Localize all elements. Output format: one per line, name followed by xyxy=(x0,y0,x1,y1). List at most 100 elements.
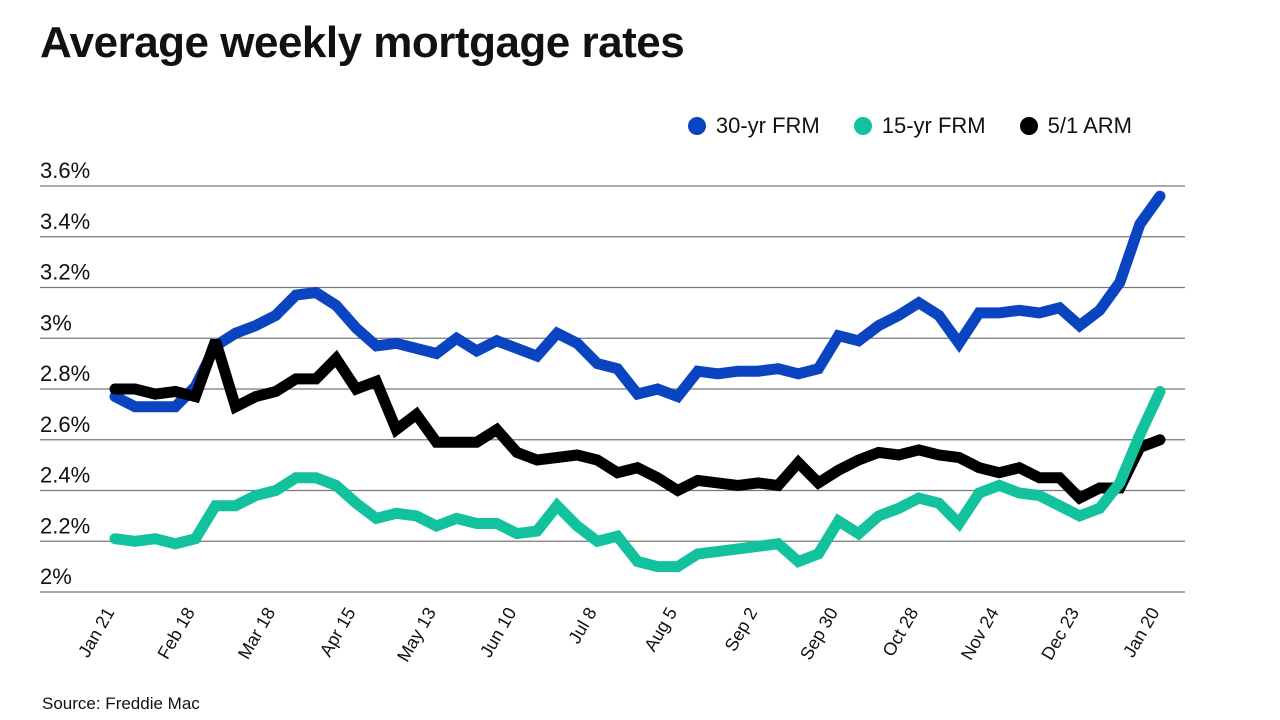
series-point-30yr-frm xyxy=(677,396,679,398)
x-tick-label: Dec 23 xyxy=(1037,604,1083,663)
series-point-5-1-arm xyxy=(556,457,558,459)
x-tick-label: Oct 28 xyxy=(878,604,922,660)
series-point-15yr-frm xyxy=(1119,482,1121,484)
series-point-30yr-frm xyxy=(858,340,860,342)
series-point-30yr-frm xyxy=(476,350,478,352)
series-point-15yr-frm xyxy=(918,497,920,499)
legend-marker-arm xyxy=(1019,117,1038,135)
series-point-30yr-frm xyxy=(1119,281,1121,283)
legend-item-15yr: 15-yr FRM xyxy=(853,113,986,139)
series-point-30yr-frm xyxy=(737,370,739,372)
series-point-30yr-frm xyxy=(134,406,136,408)
series-point-15yr-frm xyxy=(1038,495,1040,497)
series-point-30yr-frm xyxy=(436,352,438,354)
source-note: Source: Freddie Mac xyxy=(42,694,200,713)
series-point-5-1-arm xyxy=(315,378,317,380)
series-point-30yr-frm xyxy=(837,335,839,337)
y-tick-label: 2.6% xyxy=(40,412,90,437)
series-point-15yr-frm xyxy=(436,525,438,527)
x-tick-label: Mar 18 xyxy=(234,604,279,663)
series-point-15yr-frm xyxy=(556,505,558,507)
y-tick-label: 2.4% xyxy=(40,463,90,488)
y-tick-label: 2.8% xyxy=(40,361,90,386)
series-point-30yr-frm xyxy=(918,302,920,304)
series-point-15yr-frm xyxy=(898,507,900,509)
y-tick-label: 2.2% xyxy=(40,513,90,538)
series-point-30yr-frm xyxy=(456,337,458,339)
series-point-5-1-arm xyxy=(576,454,578,456)
series-point-5-1-arm xyxy=(134,388,136,390)
series-point-15yr-frm xyxy=(858,533,860,535)
series-point-5-1-arm xyxy=(174,391,176,393)
series-point-5-1-arm xyxy=(355,388,357,390)
series-point-30yr-frm xyxy=(637,393,638,395)
series-point-5-1-arm xyxy=(154,393,156,395)
series-point-30yr-frm xyxy=(395,342,397,344)
series-point-5-1-arm xyxy=(395,429,397,431)
series-point-30yr-frm xyxy=(1099,309,1101,311)
series-point-5-1-arm xyxy=(214,340,216,342)
series-point-15yr-frm xyxy=(235,505,237,507)
series-point-5-1-arm xyxy=(938,454,940,456)
series-point-15yr-frm xyxy=(616,535,618,537)
legend-label-arm: 5/1 ARM xyxy=(1047,113,1132,138)
series-point-15yr-frm xyxy=(536,530,538,532)
series-point-15yr-frm xyxy=(194,538,196,540)
series-point-30yr-frm xyxy=(817,368,819,370)
chart-title: Average weekly mortgage rates xyxy=(40,18,685,67)
series-point-15yr-frm xyxy=(295,477,297,479)
series-point-30yr-frm xyxy=(958,342,960,344)
series-point-5-1-arm xyxy=(1079,497,1081,499)
series-point-15yr-frm xyxy=(214,505,216,507)
series-point-30yr-frm xyxy=(576,342,578,344)
series-point-30yr-frm xyxy=(1079,325,1081,327)
series-point-15yr-frm xyxy=(777,543,779,545)
series-point-15yr-frm xyxy=(938,502,940,504)
series-point-15yr-frm xyxy=(958,522,960,524)
series-point-15yr-frm xyxy=(134,540,136,542)
series-point-30yr-frm xyxy=(154,406,156,408)
series-point-5-1-arm xyxy=(1059,477,1061,479)
series-point-5-1-arm xyxy=(596,459,598,461)
series-point-30yr-frm xyxy=(516,347,518,349)
series-point-5-1-arm xyxy=(496,429,498,431)
series-point-30yr-frm xyxy=(275,314,277,316)
legend-marker-15yr xyxy=(853,117,872,135)
series-point-5-1-arm xyxy=(918,449,920,451)
series-point-5-1-arm xyxy=(717,482,719,484)
series-point-15yr-frm xyxy=(395,512,397,514)
y-tick-label: 3% xyxy=(40,310,72,335)
y-tick-label: 2% xyxy=(40,564,72,589)
x-tick-label: Sep 30 xyxy=(796,604,842,663)
series-point-15yr-frm xyxy=(737,548,739,550)
series-point-5-1-arm xyxy=(898,454,900,456)
series-point-15yr-frm xyxy=(1099,507,1101,509)
series-point-5-1-arm xyxy=(235,406,237,408)
series-point-5-1-arm xyxy=(616,472,618,474)
series-point-5-1-arm xyxy=(275,391,277,393)
series-point-30yr-frm xyxy=(536,355,538,357)
series-point-15yr-frm xyxy=(757,545,759,547)
series-point-30yr-frm xyxy=(657,388,659,390)
series-point-5-1-arm xyxy=(697,479,699,481)
series-point-15yr-frm xyxy=(174,543,176,545)
series-point-15yr-frm xyxy=(1059,505,1061,507)
series-point-5-1-arm xyxy=(978,467,980,469)
x-tick-label: Sep 2 xyxy=(721,604,762,655)
legend: 30-yr FRM 15-yr FRM 5/1 ARM xyxy=(687,113,1132,139)
series-point-15yr-frm xyxy=(878,515,880,517)
series-point-15yr-frm xyxy=(355,502,357,504)
series-point-5-1-arm xyxy=(255,396,257,398)
series-line-5-1-arm xyxy=(109,338,1166,505)
series-point-5-1-arm xyxy=(114,388,116,390)
series-point-30yr-frm xyxy=(797,373,799,375)
series-point-30yr-frm xyxy=(1059,307,1061,309)
series-line-15yr-frm xyxy=(109,386,1166,573)
series-point-15yr-frm xyxy=(797,561,799,563)
series-point-5-1-arm xyxy=(456,441,458,443)
series-point-30yr-frm xyxy=(355,327,357,329)
series-point-30yr-frm xyxy=(757,370,759,372)
legend-item-30yr: 30-yr FRM xyxy=(687,113,820,139)
series-point-15yr-frm xyxy=(998,484,1000,486)
series-point-15yr-frm xyxy=(255,495,257,497)
